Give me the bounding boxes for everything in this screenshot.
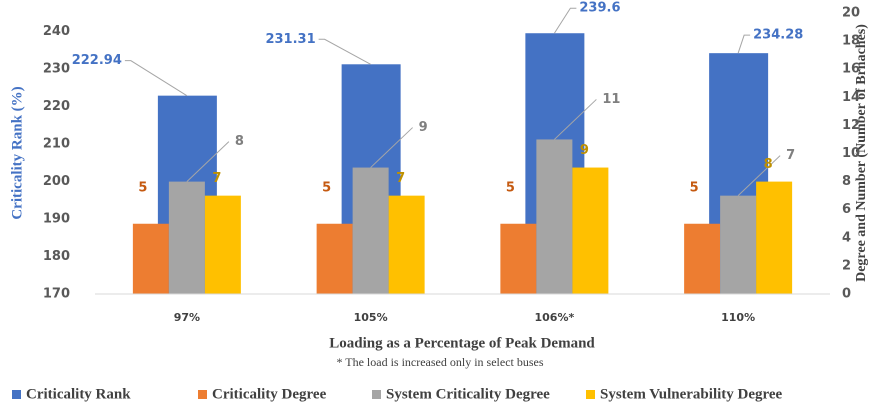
- y-tick-label: 210: [43, 137, 70, 152]
- data-label: 5: [322, 180, 331, 195]
- bar: [500, 223, 537, 294]
- bar: [168, 181, 205, 294]
- data-label: 5: [506, 180, 515, 195]
- leader-line: [186, 141, 230, 182]
- leader-line: [553, 7, 577, 34]
- legend-swatch: [198, 390, 207, 399]
- y2-tick-label: 8: [842, 174, 851, 189]
- y2-tick-label: 6: [842, 202, 851, 217]
- leader-line: [737, 155, 781, 197]
- leader-line: [318, 38, 371, 65]
- y2-tick-label: 10: [842, 146, 860, 161]
- leader-line: [554, 99, 597, 140]
- bar: [684, 223, 721, 294]
- bar: [132, 223, 169, 294]
- y-tick-label: 240: [43, 24, 70, 39]
- x-tick-label: 105%: [354, 311, 388, 324]
- bar: [536, 139, 573, 294]
- data-label: 7: [396, 171, 405, 186]
- y-tick-label: 230: [43, 62, 70, 77]
- legend-label: Criticality Degree: [212, 386, 327, 402]
- legend-swatch: [372, 390, 381, 399]
- y2-tick-label: 2: [842, 258, 851, 273]
- data-label: 5: [138, 180, 147, 195]
- bar: [204, 195, 241, 294]
- leader-line: [737, 34, 751, 54]
- y2-axis-title: Degree and Number (Number of Brnaches): [854, 24, 869, 282]
- data-label: 7: [212, 171, 221, 186]
- data-label: 239.6: [579, 1, 620, 16]
- data-label: 7: [786, 148, 795, 163]
- y2-tick-label: 0: [842, 287, 851, 302]
- footnote: * The load is increased only in select b…: [336, 355, 543, 369]
- legend-label: Criticality Rank: [26, 386, 131, 402]
- data-label: 8: [235, 134, 244, 149]
- x-tick-label: 106%*: [535, 311, 575, 324]
- x-tick-label: 110%: [721, 311, 755, 324]
- leader-line: [370, 127, 413, 168]
- y2-tick-label: 16: [842, 62, 860, 77]
- data-label: 234.28: [753, 28, 803, 43]
- bar: [720, 195, 757, 294]
- data-label: 9: [419, 120, 428, 135]
- y-tick-label: 190: [43, 212, 70, 227]
- bar: [572, 167, 609, 294]
- y-tick-label: 180: [43, 249, 70, 264]
- y-axis-title: Criticality Rank (%): [9, 86, 25, 219]
- bar: [352, 167, 389, 294]
- y2-tick-label: 20: [842, 6, 860, 21]
- data-label: 5: [690, 180, 699, 195]
- data-label: 231.31: [265, 32, 315, 47]
- bar: [316, 223, 353, 294]
- legend-label: System Criticality Degree: [386, 386, 550, 402]
- y2-tick-label: 14: [842, 90, 860, 105]
- y-tick-label: 170: [43, 287, 70, 302]
- y2-tick-label: 18: [842, 34, 860, 49]
- bar: [756, 181, 793, 294]
- data-label: 9: [580, 143, 589, 158]
- legend-label: System Vulnerability Degree: [600, 386, 783, 402]
- x-axis-title: Loading as a Percentage of Peak Demand: [329, 335, 595, 351]
- leader-line: [124, 60, 188, 97]
- bar: [388, 195, 425, 294]
- legend-swatch: [12, 390, 21, 399]
- data-label: 222.94: [72, 53, 122, 68]
- y-tick-label: 200: [43, 174, 70, 189]
- x-tick-label: 97%: [174, 311, 200, 324]
- data-label: 11: [602, 92, 620, 107]
- y-tick-label: 220: [43, 99, 70, 114]
- data-label: 8: [764, 157, 773, 172]
- legend-swatch: [586, 390, 595, 399]
- y2-tick-label: 4: [842, 230, 851, 245]
- y2-tick-label: 12: [842, 118, 860, 133]
